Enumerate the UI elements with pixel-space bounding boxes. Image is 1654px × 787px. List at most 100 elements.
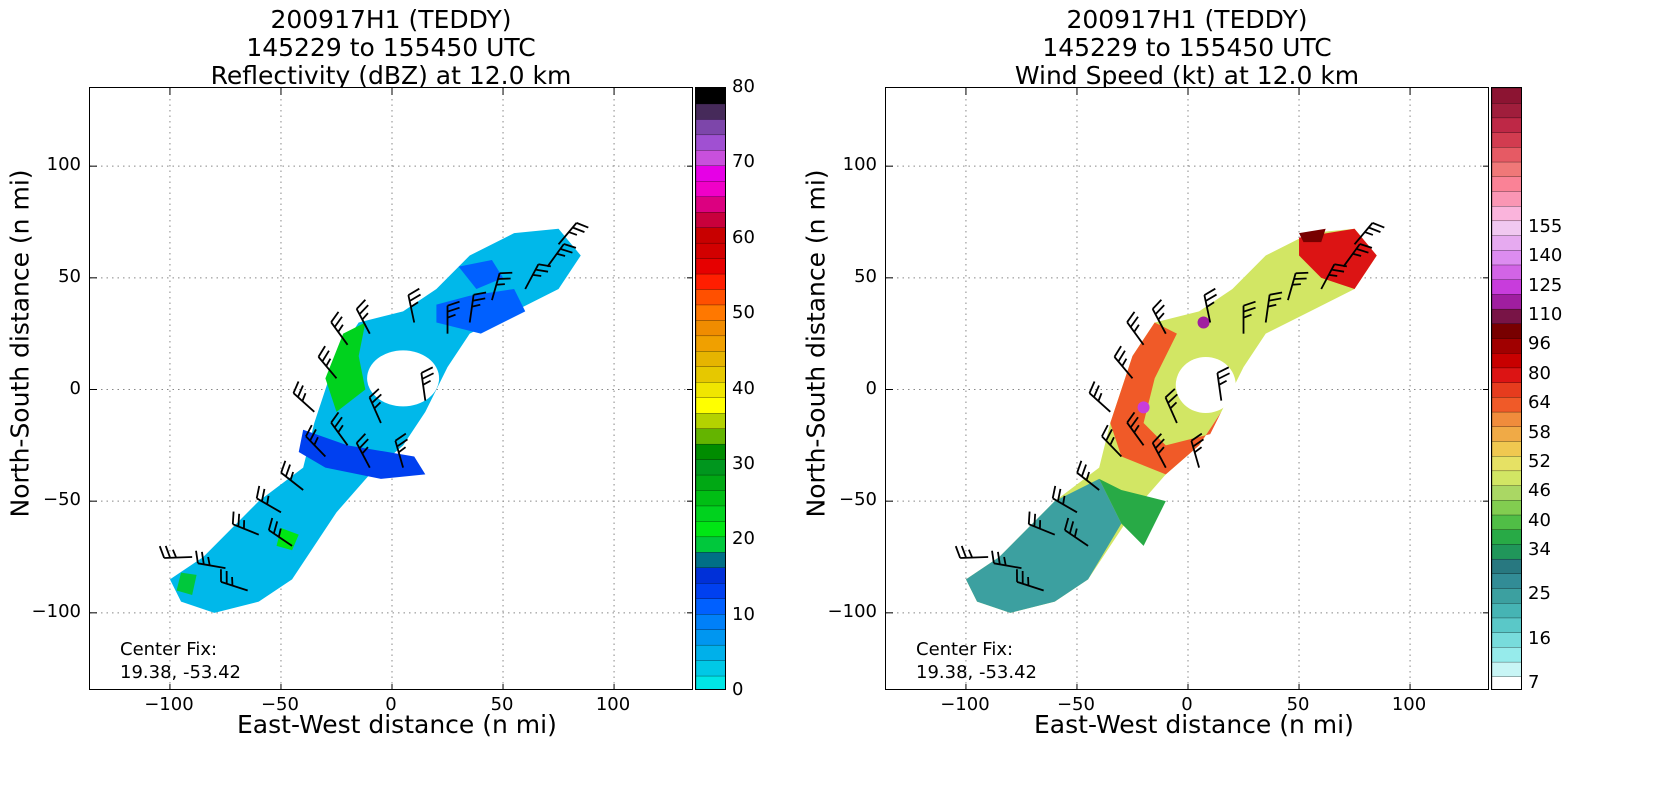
barb-flag <box>333 316 343 328</box>
barb-flag <box>1167 393 1178 404</box>
barb-flag <box>325 358 332 367</box>
barb-shaft <box>368 397 382 424</box>
barb-flag <box>499 271 513 275</box>
x-tick-label: 0 <box>385 694 397 715</box>
barb-flag <box>321 350 330 362</box>
barb-flag <box>231 576 234 586</box>
barb-shaft <box>256 497 282 514</box>
wind-barb <box>1151 433 1167 469</box>
colorbar-tick-label: 140 <box>1528 245 1563 267</box>
barb-flag <box>1206 301 1215 308</box>
plot-svg <box>90 88 692 689</box>
barb-shaft <box>330 321 349 346</box>
barb-flag <box>272 521 279 534</box>
colorbar-bin <box>1492 220 1521 236</box>
barb-flag <box>1154 438 1165 449</box>
center-fix-label: Center Fix: <box>120 639 218 660</box>
barb-flag <box>1109 436 1115 446</box>
barb-flag <box>368 388 380 399</box>
barb-flag <box>532 273 542 277</box>
center-fix-annotation: Center Fix: 19.38, -53.42 <box>916 638 1037 684</box>
plot-area: Center Fix: 19.38, -53.42 <box>885 87 1489 690</box>
title-line-1: 200917H1 (TEDDY) <box>270 5 512 34</box>
barb-flag <box>1068 521 1075 534</box>
data-field <box>169 228 581 613</box>
colorbar-bin <box>1492 308 1521 324</box>
barb-flag <box>556 252 566 257</box>
eye-region <box>1175 357 1236 414</box>
wind-barb <box>1264 291 1283 323</box>
barb-flag <box>1129 316 1139 328</box>
barb-flag <box>1169 401 1178 410</box>
colorbar-bin <box>1492 470 1521 486</box>
barb-flag <box>172 549 177 558</box>
barb-flag <box>201 551 205 565</box>
barb-flag <box>1295 271 1309 275</box>
barb-flag <box>297 385 304 398</box>
center-fix-coords: 19.38, -53.42 <box>120 662 241 683</box>
barb-shaft <box>317 356 338 379</box>
barb-flag <box>337 424 344 433</box>
barb-flag <box>1269 291 1283 296</box>
barb-flag <box>284 464 291 477</box>
barb-flag <box>1217 372 1230 380</box>
barb-flag <box>207 556 211 566</box>
barb-shaft <box>524 263 540 290</box>
wind-barb <box>1101 424 1123 458</box>
wind-barb <box>317 345 338 379</box>
eye-region <box>367 350 440 407</box>
reflectivity-panel: 200917H1 (TEDDY) 145229 to 155450 UTC Re… <box>6 5 755 740</box>
barb-flag <box>1121 358 1128 367</box>
barb-flag <box>266 495 270 505</box>
barb-shaft <box>1052 497 1078 514</box>
wind-barb <box>1051 485 1078 514</box>
barb-flag <box>1368 226 1381 233</box>
wind-barb <box>355 299 371 335</box>
colorbar-bin <box>1492 279 1521 295</box>
wind-barb <box>1342 243 1373 268</box>
colorbar-bin <box>1492 396 1521 413</box>
wind-barb <box>355 433 371 469</box>
barb-flag <box>1021 571 1024 584</box>
wind-barb <box>330 411 349 446</box>
colorbar-bin <box>1492 558 1521 574</box>
barb-shaft <box>557 222 578 245</box>
barb-flag <box>576 222 589 229</box>
barb-flag <box>394 432 407 442</box>
colorbar-tick-label: 46 <box>1528 480 1551 502</box>
barb-shaft <box>1028 523 1056 536</box>
barb-flag <box>1203 287 1216 296</box>
x-tick-label: −100 <box>940 694 990 715</box>
wind-barb <box>1203 287 1217 323</box>
colorbar-bin <box>1492 249 1521 266</box>
barb-flag <box>1133 424 1140 433</box>
barb-flag <box>225 571 228 584</box>
colorbar-bin <box>696 88 725 105</box>
barb-flag <box>1085 471 1090 481</box>
barb-flag <box>237 513 241 527</box>
colorbar-bin <box>1492 543 1521 560</box>
barb-flag <box>301 392 307 402</box>
colorbar-tick-label: 58 <box>1528 421 1551 443</box>
colorbar-tick-label: 110 <box>1528 303 1563 325</box>
barb-flag <box>560 248 573 254</box>
barb-flag <box>1267 303 1277 308</box>
wind-barb <box>420 366 434 401</box>
barb-flag <box>1268 297 1282 302</box>
barb-flag <box>1073 528 1078 538</box>
colorbar-tick-label: 96 <box>1528 333 1551 355</box>
barb-shaft <box>1190 440 1200 468</box>
colorbar-tick-label: 40 <box>1528 509 1551 531</box>
x-tick-label: −50 <box>1056 694 1095 715</box>
colorbar-bin <box>1492 367 1521 383</box>
x-axis-label: East-West distance (n mi) <box>237 710 557 739</box>
barb-flag <box>330 411 340 424</box>
barb-flag <box>158 545 166 559</box>
barb-shaft <box>164 556 193 559</box>
wind-barb <box>1016 569 1044 592</box>
barb-flag <box>1097 392 1103 402</box>
reflectivity-region <box>276 527 299 551</box>
y-tick-label: −100 <box>31 600 81 622</box>
barb-flag <box>164 545 172 559</box>
colorbar-tick-label: 50 <box>732 302 755 324</box>
